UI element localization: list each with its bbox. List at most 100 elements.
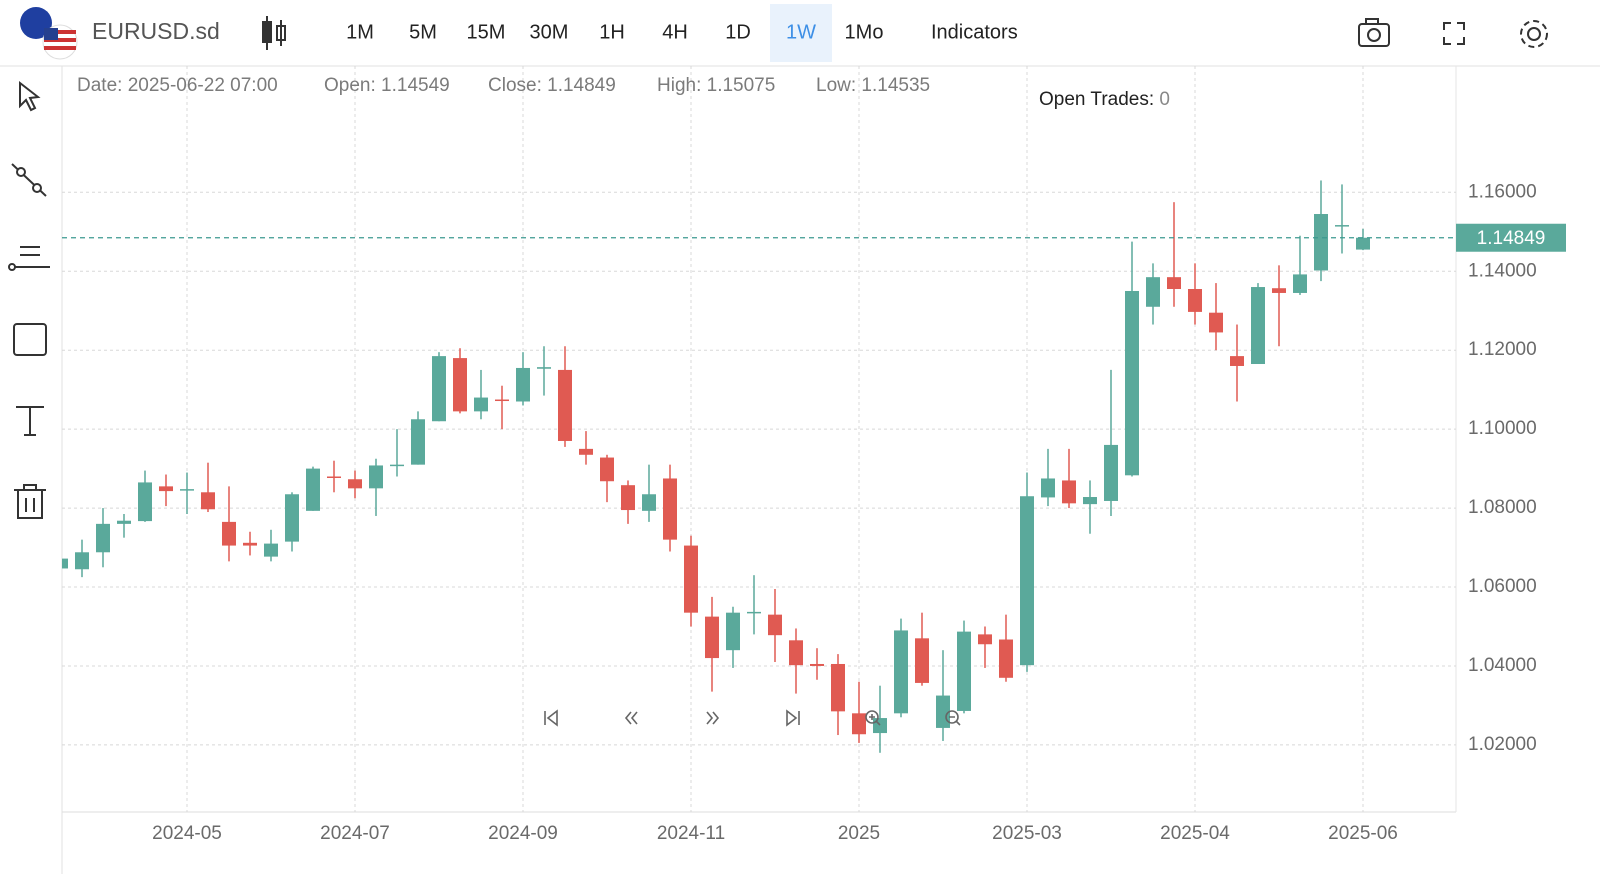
symbol-flags[interactable] [20, 7, 78, 60]
x-tick-label: 2024-09 [488, 823, 558, 844]
candle-body [537, 367, 551, 369]
candle-body [390, 464, 404, 467]
timeframe-button[interactable]: 1H [599, 21, 625, 43]
candle-body [1209, 312, 1223, 333]
y-tick-label: 1.04000 [1468, 655, 1537, 676]
candle-body [201, 492, 215, 510]
candle-body [810, 663, 824, 666]
y-tick-label: 1.12000 [1468, 339, 1537, 360]
active-timeframe-bg [770, 4, 832, 62]
candle-body [558, 369, 572, 441]
candle-body [1293, 274, 1307, 293]
candle-body [873, 718, 887, 734]
x-tick-label: 2024-11 [657, 823, 725, 844]
navigation-controls[interactable] [544, 709, 961, 727]
fullscreen-button[interactable] [1443, 22, 1465, 45]
x-tick-label: 2025-03 [992, 823, 1062, 844]
candle-body [621, 485, 635, 511]
candle-body [138, 482, 152, 522]
candle-body [768, 614, 782, 636]
candle-body [726, 612, 740, 651]
candle-body [915, 638, 929, 683]
x-tick-label: 2024-05 [152, 823, 222, 844]
candle-body [1041, 478, 1055, 498]
candle-body [117, 520, 131, 524]
open-trades: Open Trades: 0 [1039, 89, 1170, 110]
rectangle-tool[interactable] [13, 323, 47, 356]
delete-tool[interactable] [14, 484, 46, 519]
info-close: Close: 1.14849 [488, 75, 616, 96]
last-price-tag [1456, 223, 1566, 252]
y-tick-label: 1.02000 [1468, 734, 1537, 755]
candle-body [831, 663, 845, 712]
settings-button[interactable] [1520, 20, 1548, 48]
timeframe-button[interactable]: 5M [409, 21, 437, 43]
candle-body [1335, 225, 1349, 227]
candle-body [1314, 214, 1328, 271]
candle-body [789, 640, 803, 666]
x-tick-label: 2024-07 [320, 823, 390, 844]
candle-body [222, 521, 236, 546]
candle-body [1146, 277, 1160, 307]
timeframe-button[interactable]: 4H [662, 21, 688, 43]
y-tick-label: 1.16000 [1468, 181, 1537, 202]
candle-body [264, 543, 278, 557]
timeframe-button[interactable]: 30M [530, 21, 569, 43]
candle-body [978, 634, 992, 645]
candle-body [180, 489, 194, 491]
candle-body [999, 639, 1013, 678]
timeframe-button[interactable]: 1M [346, 21, 374, 43]
candle-body [1062, 480, 1076, 504]
info-date: Date: 2025-06-22 07:00 [77, 75, 278, 96]
candle-body [1104, 444, 1118, 501]
info-high: High: 1.15075 [657, 75, 775, 96]
screenshot-button[interactable] [1358, 18, 1390, 47]
info-low: Low: 1.14535 [816, 75, 930, 96]
candle-body [684, 545, 698, 613]
candle-body [1272, 288, 1286, 293]
candle-body [894, 630, 908, 714]
candle-body [306, 468, 320, 511]
candle-body [747, 611, 761, 614]
trendline-tool[interactable] [11, 163, 47, 197]
timeframe-button[interactable]: 1Mo [845, 21, 884, 43]
x-tick-label: 2025-06 [1328, 823, 1398, 844]
candle-body [663, 478, 677, 540]
x-tick-label: 2025 [838, 823, 880, 844]
text-tool[interactable] [16, 406, 44, 436]
chart-type-icon[interactable] [262, 16, 286, 50]
candle-body [579, 448, 593, 455]
candle-body [1083, 497, 1097, 505]
timeframe-button[interactable]: 1W [786, 21, 816, 43]
candle-body [1188, 289, 1202, 312]
candle-body [243, 542, 257, 546]
candle-body [96, 523, 110, 553]
symbol[interactable]: EURUSD.sd [92, 18, 220, 44]
candle-body [1230, 356, 1244, 366]
info-bar: Date: 2025-06-22 07:00 Open: 1.14549 Clo… [77, 75, 930, 96]
candle-body [642, 494, 656, 511]
candle-body [327, 476, 341, 478]
candle-body [516, 367, 530, 402]
y-tick-label: 1.08000 [1468, 497, 1537, 518]
y-tick-label: 1.06000 [1468, 576, 1537, 597]
info-open: Open: 1.14549 [324, 75, 450, 96]
candle-body [1356, 237, 1370, 250]
candle-body [1167, 277, 1181, 290]
candle-body [285, 494, 299, 542]
candle-body [411, 419, 425, 465]
candle-body [453, 358, 467, 412]
candle-body [600, 457, 614, 482]
price-label-tool[interactable] [8, 246, 50, 271]
candle-body [432, 356, 446, 422]
indicators-button[interactable]: Indicators [931, 21, 1018, 43]
candle-body [75, 552, 89, 570]
cursor-tool[interactable] [19, 80, 41, 112]
timeframe-button[interactable]: 15M [467, 21, 506, 43]
timeframe-button[interactable]: 1D [725, 21, 751, 43]
y-tick-label: 1.10000 [1468, 418, 1537, 439]
candle-body [1251, 287, 1265, 365]
last-price-label: 1.14849 [1477, 228, 1546, 249]
y-tick-label: 1.14000 [1468, 260, 1537, 281]
